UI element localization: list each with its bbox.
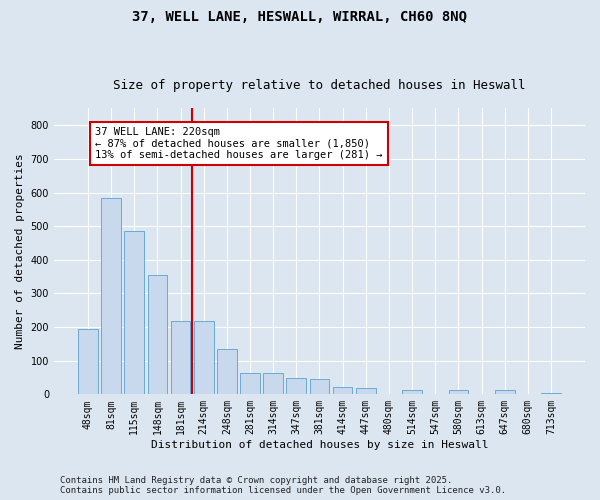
Bar	[286, 378, 306, 394]
Bar	[78, 330, 98, 394]
Bar	[170, 321, 190, 394]
Bar	[148, 275, 167, 394]
Bar	[217, 349, 236, 395]
Bar	[194, 321, 214, 394]
Title: Size of property relative to detached houses in Heswall: Size of property relative to detached ho…	[113, 79, 526, 92]
Bar	[310, 379, 329, 394]
Bar	[495, 390, 515, 394]
Bar	[263, 373, 283, 394]
X-axis label: Distribution of detached houses by size in Heswall: Distribution of detached houses by size …	[151, 440, 488, 450]
Text: 37 WELL LANE: 220sqm
← 87% of detached houses are smaller (1,850)
13% of semi-de: 37 WELL LANE: 220sqm ← 87% of detached h…	[95, 127, 382, 160]
Bar	[124, 230, 144, 394]
Bar	[240, 373, 260, 394]
Bar	[356, 388, 376, 394]
Bar	[402, 390, 422, 394]
Y-axis label: Number of detached properties: Number of detached properties	[15, 154, 25, 350]
Text: 37, WELL LANE, HESWALL, WIRRAL, CH60 8NQ: 37, WELL LANE, HESWALL, WIRRAL, CH60 8NQ	[133, 10, 467, 24]
Bar	[449, 390, 468, 394]
Text: Contains HM Land Registry data © Crown copyright and database right 2025.
Contai: Contains HM Land Registry data © Crown c…	[60, 476, 506, 495]
Bar	[541, 392, 561, 394]
Bar	[101, 198, 121, 394]
Bar	[333, 387, 352, 394]
